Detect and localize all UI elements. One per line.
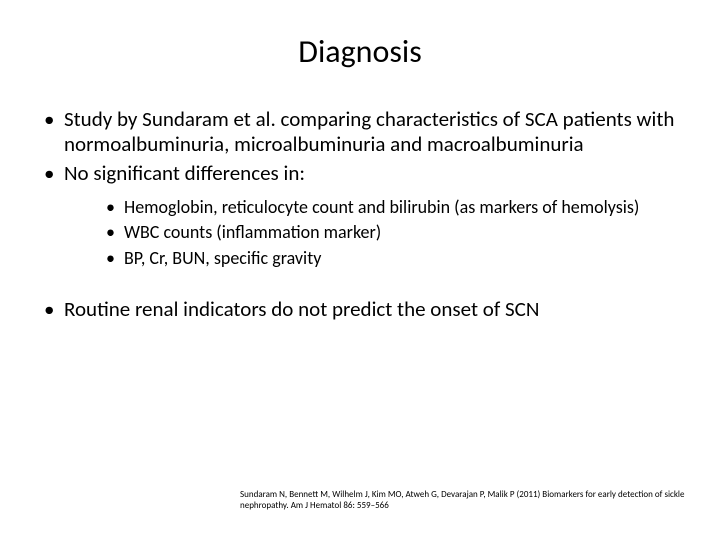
sub-bullet-item: BP, Cr, BUN, specific gravity — [100, 248, 684, 270]
bullet-text: No significant differences in: — [64, 160, 305, 186]
citation-text: Sundaram N, Bennett M, Wilhelm J, Kim MO… — [240, 490, 696, 512]
sub-bullet-item: Hemoglobin, reticulocyte count and bilir… — [100, 197, 684, 219]
sub-bullet-list: Hemoglobin, reticulocyte count and bilir… — [64, 197, 684, 270]
spacer — [36, 279, 684, 297]
bullet-item: Study by Sundaram et al. comparing chara… — [36, 107, 684, 157]
bullet-item: No significant differences in: Hemoglobi… — [36, 161, 684, 269]
slide: Diagnosis Study by Sundaram et al. compa… — [0, 0, 720, 540]
bullet-list: Study by Sundaram et al. comparing chara… — [36, 107, 684, 269]
bullet-item: Routine renal indicators do not predict … — [36, 297, 684, 322]
slide-title: Diagnosis — [36, 32, 684, 71]
sub-bullet-item: WBC counts (inflammation marker) — [100, 222, 684, 244]
bullet-list-2: Routine renal indicators do not predict … — [36, 297, 684, 322]
